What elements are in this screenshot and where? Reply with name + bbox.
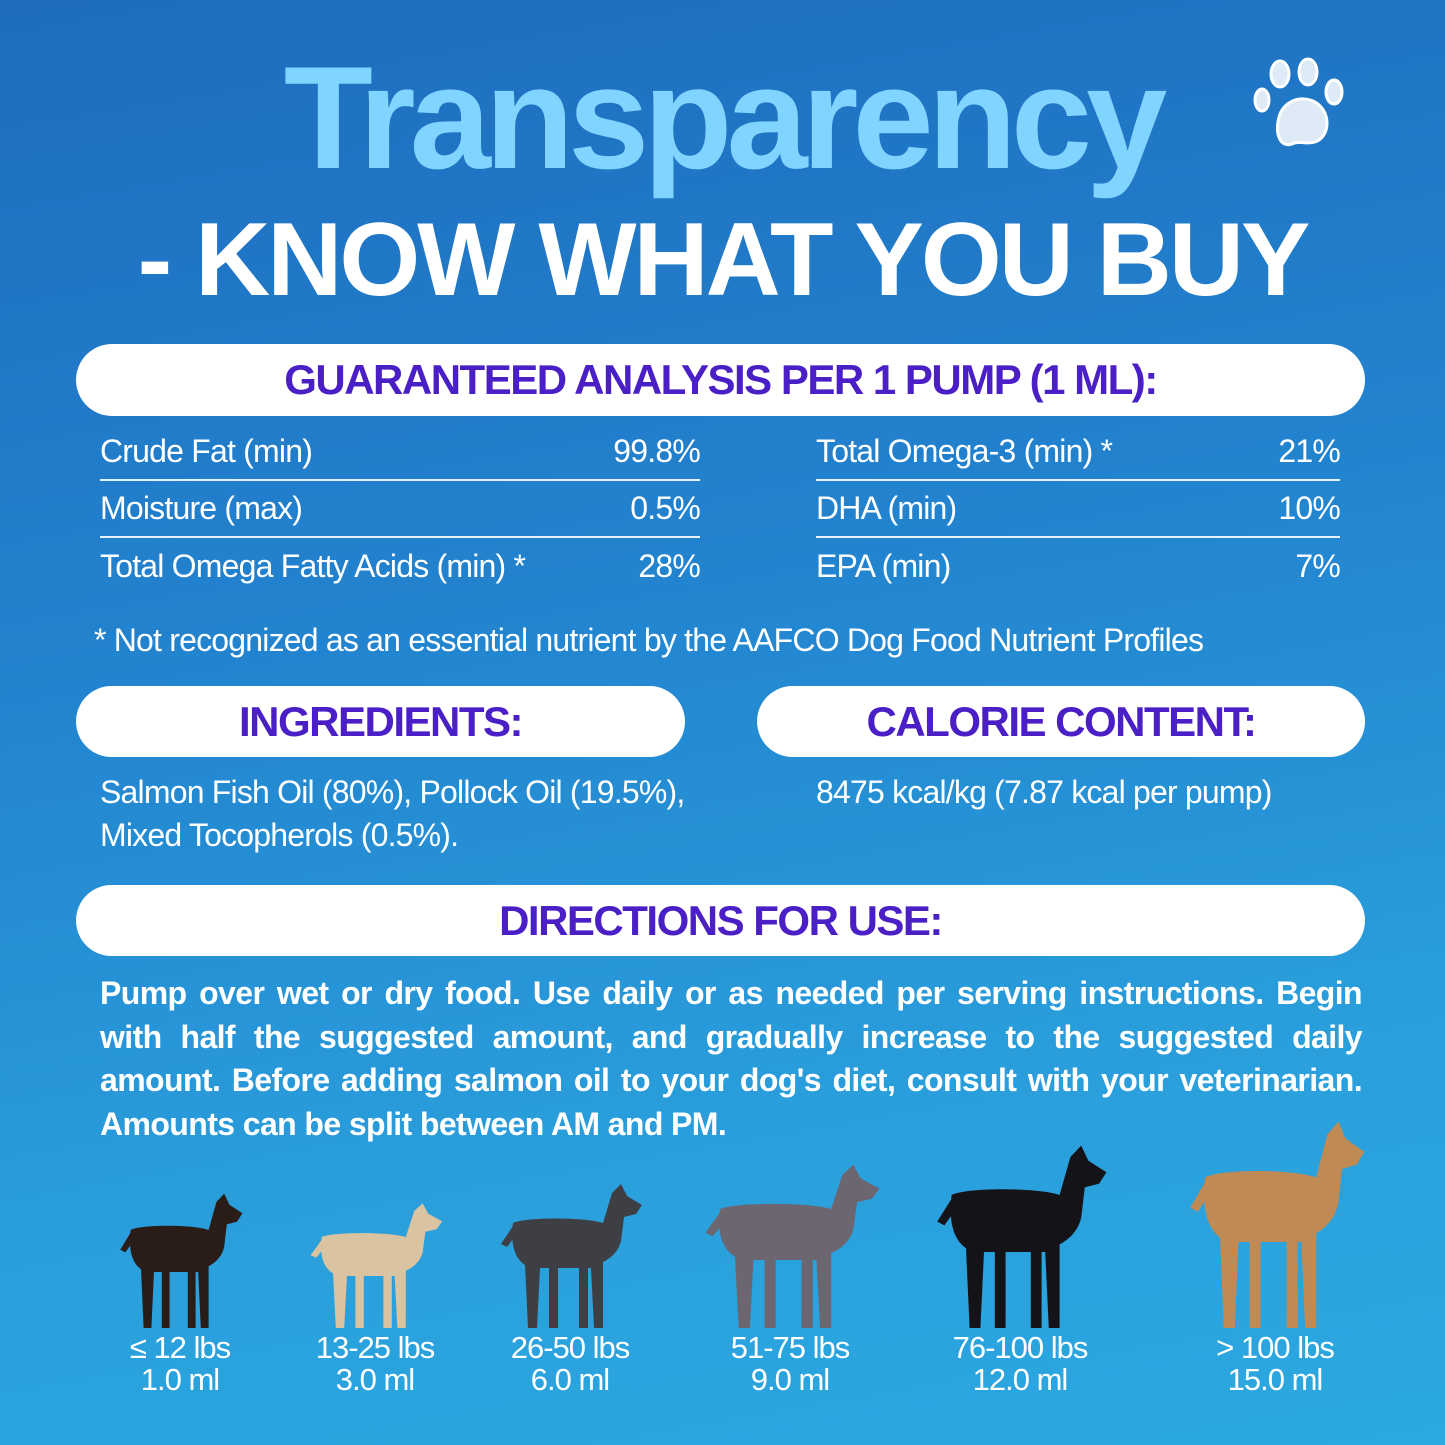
page-title: Transparency [283, 36, 1168, 199]
nutrient-label: EPA (min) [816, 548, 951, 584]
ingredients-line: Salmon Fish Oil (80%), Pollock Oil (19.5… [100, 774, 685, 810]
analysis-footnote: * Not recognized as an essential nutrien… [94, 622, 1204, 658]
analysis-row: Total Omega-3 (min) * 21% [816, 424, 1341, 481]
dog-image [501, 1184, 642, 1328]
analysis-row: Total Omega Fatty Acids (min) * 28% [100, 538, 701, 595]
dosage-amount: 1.0 ml [140, 1362, 220, 1397]
analysis-row: DHA (min) 10% [816, 481, 1341, 538]
nutrient-label: DHA (min) [816, 490, 957, 526]
ingredients-text: Salmon Fish Oil (80%), Pollock Oil (19.5… [100, 771, 760, 857]
analysis-row: Moisture (max) 0.5% [100, 481, 701, 538]
dosage-weight: > 100 lbs [1216, 1330, 1335, 1365]
dosage-weight: 51-75 lbs [730, 1330, 851, 1365]
dosage-label: > 100 lbs 15.0 ml [1175, 1332, 1375, 1396]
dog-image [120, 1193, 243, 1328]
dosage-amount: 15.0 ml [1227, 1362, 1324, 1397]
dosage-amount: 9.0 ml [750, 1362, 830, 1397]
ingredients-line: Mixed Tocopherols (0.5%). [100, 817, 459, 853]
nutrient-value: 28% [638, 548, 700, 584]
calorie-heading: CALORIE CONTENT: [757, 686, 1365, 757]
nutrient-label: Moisture (max) [100, 490, 303, 526]
dog-image [704, 1164, 879, 1328]
directions-heading: DIRECTIONS FOR USE: [76, 885, 1365, 956]
dog-image [310, 1203, 443, 1328]
analysis-left-table: Crude Fat (min) 99.8% Moisture (max) 0.5% … [100, 424, 701, 595]
dosage-amount: 3.0 ml [335, 1362, 415, 1397]
dosage-amount: 6.0 ml [530, 1362, 610, 1397]
dosage-label: 26-50 lbs 6.0 ml [470, 1332, 670, 1396]
nutrient-label: Total Omega Fatty Acids (min) * [100, 548, 526, 584]
dosage-label: 13-25 lbs 3.0 ml [275, 1332, 475, 1396]
nutrient-value: 10% [1278, 490, 1340, 526]
dosage-label: 51-75 lbs 9.0 ml [690, 1332, 890, 1396]
analysis-row: EPA (min) 7% [816, 538, 1341, 595]
dosage-weight: ≤ 12 lbs [129, 1330, 231, 1365]
analysis-heading: GUARANTEED ANALYSIS PER 1 PUMP (1 ML): [76, 344, 1365, 416]
nutrient-value: 21% [1278, 433, 1340, 469]
dog-image [1189, 1121, 1364, 1328]
nutrient-label: Total Omega-3 (min) * [816, 433, 1113, 469]
dosage-label: 76-100 lbs 12.0 ml [920, 1332, 1120, 1396]
nutrient-value: 7% [1295, 548, 1340, 584]
dosage-label: ≤ 12 lbs 1.0 ml [80, 1332, 280, 1396]
dosage-weight: 76-100 lbs [952, 1330, 1089, 1365]
dosage-weight: 26-50 lbs [510, 1330, 631, 1365]
analysis-row: Crude Fat (min) 99.8% [100, 424, 701, 481]
dosage-amount: 12.0 ml [972, 1362, 1069, 1397]
calorie-text: 8475 kcal/kg (7.87 kcal per pump) [816, 774, 1272, 810]
page-subtitle: - KNOW WHAT YOU BUY [137, 202, 1311, 318]
dog-image [937, 1145, 1107, 1328]
analysis-right-table: Total Omega-3 (min) * 21% DHA (min) 10% EP… [816, 424, 1341, 595]
nutrient-value: 99.8% [613, 433, 701, 469]
nutrient-label: Crude Fat (min) [100, 433, 313, 469]
ingredients-heading: INGREDIENTS: [76, 686, 685, 757]
directions-text: Pump over wet or dry food. Use daily or … [100, 975, 1363, 1142]
dosage-weight: 13-25 lbs [315, 1330, 436, 1365]
paw-print-icon [1253, 57, 1344, 147]
nutrient-value: 0.5% [630, 490, 701, 526]
